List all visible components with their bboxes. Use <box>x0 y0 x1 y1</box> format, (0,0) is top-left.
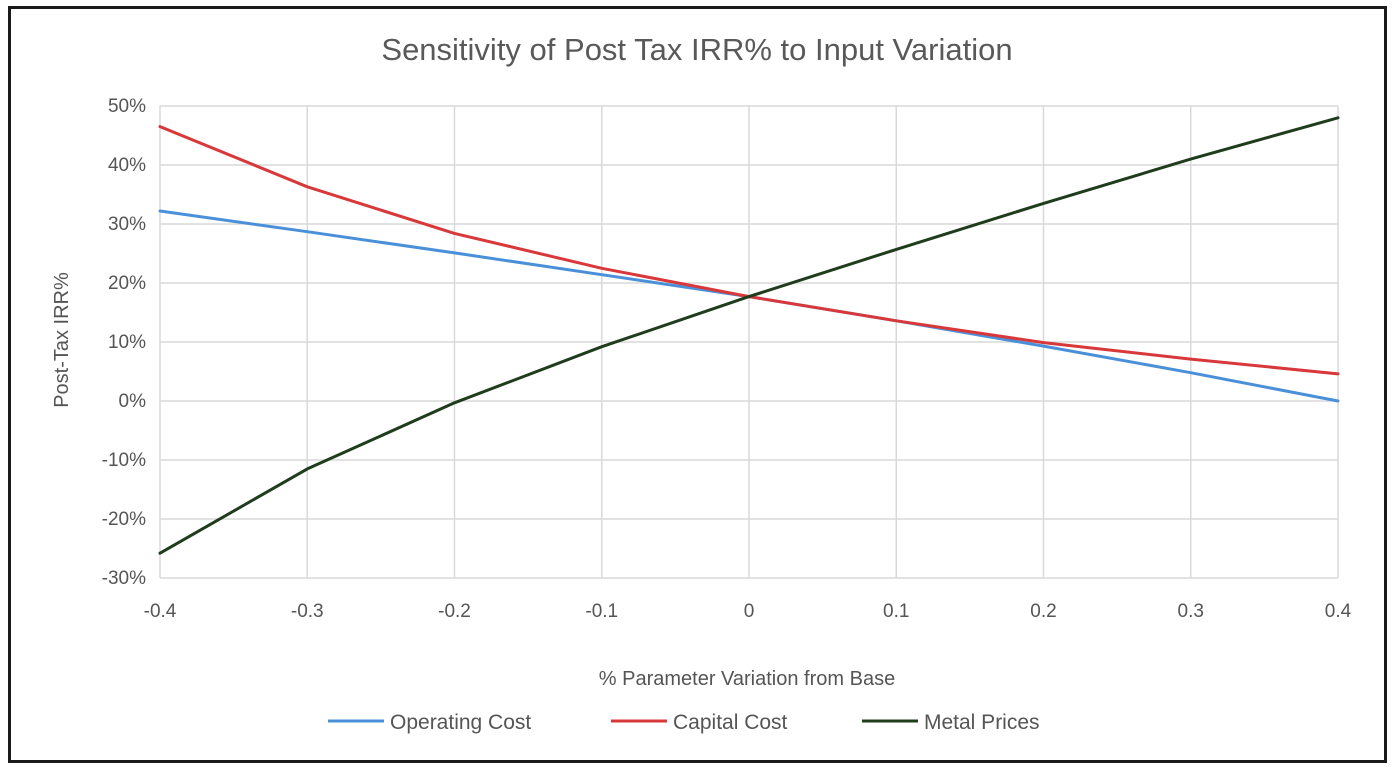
legend-label: Capital Cost <box>673 711 788 734</box>
y-tick-label: -10% <box>102 450 146 471</box>
series-lines <box>158 116 1340 555</box>
legend-item-operating-cost: Operating Cost <box>328 711 531 734</box>
x-tick-label: 0.3 <box>1178 601 1204 622</box>
x-tick-label: 0.1 <box>883 601 909 622</box>
y-tick-label: 20% <box>108 273 146 294</box>
legend-item-metal-prices: Metal Prices <box>862 711 1040 734</box>
y-axis-title: Post-Tax IRR% <box>51 272 73 408</box>
x-tick-label: 0 <box>744 601 755 622</box>
x-tick-label: -0.2 <box>438 601 471 622</box>
grid <box>159 105 1339 579</box>
y-tick-label: -30% <box>102 568 146 589</box>
chart-frame <box>8 6 1387 763</box>
x-tick-label: -0.1 <box>585 601 618 622</box>
legend-item-capital-cost: Capital Cost <box>611 711 788 734</box>
y-tick-labels: 50% 40% 30% 20% 10% 0% -10% -20% -30% <box>102 96 146 589</box>
x-tick-label: 0.2 <box>1030 601 1056 622</box>
x-tick-label: -0.3 <box>291 601 324 622</box>
legend: Operating Cost Capital Cost Metal Prices <box>328 711 1040 734</box>
x-tick-labels: -0.4 -0.3 -0.2 -0.1 0 0.1 0.2 0.3 0.4 <box>144 601 1352 622</box>
series-line-metal-prices <box>158 116 1340 555</box>
x-tick-label: 0.4 <box>1325 601 1352 622</box>
y-tick-label: 0% <box>119 391 147 412</box>
chart-title: Sensitivity of Post Tax IRR% to Input Va… <box>381 32 1012 67</box>
x-tick-label: -0.4 <box>144 601 177 622</box>
legend-label: Metal Prices <box>924 711 1040 734</box>
y-tick-label: -20% <box>102 509 146 530</box>
y-tick-label: 10% <box>108 332 146 353</box>
legend-label: Operating Cost <box>390 711 531 734</box>
y-tick-label: 50% <box>108 96 146 117</box>
y-tick-label: 40% <box>108 155 146 176</box>
y-tick-label: 30% <box>108 214 146 235</box>
x-axis-title: % Parameter Variation from Base <box>599 668 895 690</box>
